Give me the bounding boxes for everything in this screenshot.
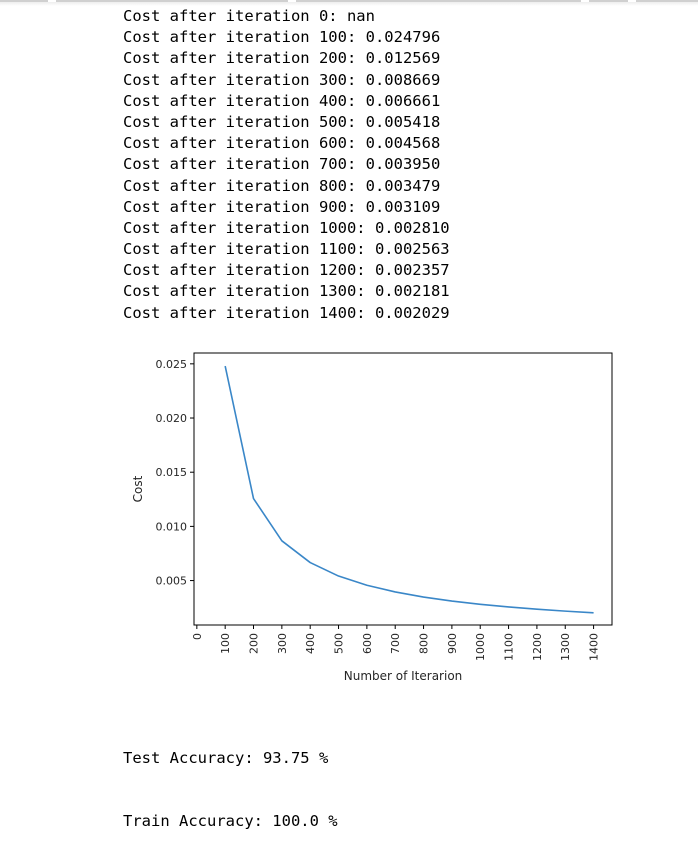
- log-line: Cost after iteration 1400: 0.002029: [123, 303, 450, 322]
- log-line: Cost after iteration 700: 0.003950: [123, 155, 441, 174]
- y-tick-label: 0.005: [156, 575, 188, 588]
- x-tick-label: 1200: [531, 633, 544, 661]
- log-line: Cost after iteration 600: 0.004568: [123, 134, 441, 153]
- log-line: Cost after iteration 500: 0.005418: [123, 112, 441, 131]
- cost-series-line: [224, 365, 594, 614]
- train-accuracy: Train Accuracy: 100.0 %: [123, 812, 338, 830]
- log-line: Cost after iteration 0: nan: [123, 7, 375, 25]
- accuracy-output: Test Accuracy: 93.75 % Train Accuracy: 1…: [123, 706, 338, 853]
- x-tick-label: 0: [191, 633, 204, 640]
- x-tick-label: 1300: [559, 633, 572, 661]
- top-edge-segment: [636, 0, 698, 2]
- x-axis: 0 100 200 300 400 500 600 700 800 900 1000 1100 1200…: [191, 625, 601, 661]
- y-tick-label: 0.015: [156, 466, 188, 479]
- x-tick-label: 700: [389, 633, 402, 654]
- cost-line-chart: 0.005 0.010 0.015 0.020 0.025 0 100 200 300 400 5…: [131, 352, 613, 683]
- top-scroll-edge: [0, 0, 698, 6]
- x-tick-label: 300: [276, 633, 289, 654]
- x-tick-label: 200: [248, 633, 261, 654]
- x-axis-label: Number of Iterarion: [344, 669, 463, 683]
- log-line: Cost after iteration 1300: 0.002181: [123, 282, 450, 301]
- y-axis: 0.005 0.010 0.015 0.020 0.025: [156, 358, 194, 588]
- log-line: Cost after iteration 800: 0.003479: [123, 176, 441, 195]
- top-edge-segment: [589, 0, 628, 2]
- log-line: Cost after iteration 1000: 0.002810: [123, 218, 450, 237]
- log-line: Cost after iteration 300: 0.008669: [123, 70, 441, 89]
- x-tick-label: 1400: [588, 633, 601, 661]
- y-axis-label: Cost: [131, 475, 145, 502]
- log-line: Cost after iteration 400: 0.006661: [123, 91, 441, 110]
- y-tick-label: 0.010: [156, 520, 188, 533]
- y-tick-label: 0.020: [156, 412, 188, 425]
- top-edge-segment: [56, 0, 288, 2]
- x-tick-label: 600: [361, 633, 374, 654]
- x-tick-label: 800: [418, 633, 431, 654]
- log-line: Cost after iteration 1200: 0.002357: [123, 261, 450, 280]
- top-edge-shadow: [0, 2, 698, 6]
- plot-frame: [193, 352, 613, 626]
- x-tick-label: 500: [333, 633, 346, 654]
- log-line: Cost after iteration 200: 0.012569: [123, 49, 441, 68]
- top-edge-segment: [0, 0, 48, 2]
- y-tick-label: 0.025: [156, 358, 188, 371]
- log-line: Cost after iteration 1100: 0.002563: [123, 240, 450, 259]
- test-accuracy: Test Accuracy: 93.75 %: [123, 749, 329, 767]
- training-log-output: Cost after iteration 0: nan Cost after it…: [123, 6, 450, 324]
- log-line: Cost after iteration 900: 0.003109: [123, 197, 441, 216]
- x-tick-label: 1100: [503, 633, 516, 661]
- top-edge-segment: [296, 0, 581, 2]
- x-tick-label: 400: [304, 633, 317, 654]
- x-tick-label: 100: [219, 633, 232, 654]
- x-tick-label: 900: [446, 633, 459, 654]
- x-tick-label: 1000: [474, 633, 487, 661]
- series-group: [224, 365, 594, 614]
- log-line: Cost after iteration 100: 0.024796: [123, 28, 441, 47]
